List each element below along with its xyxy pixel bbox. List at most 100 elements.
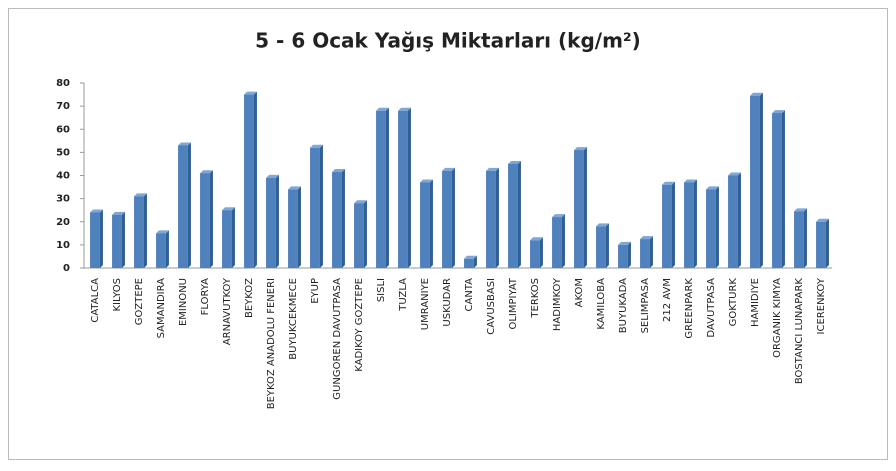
bar-top	[530, 237, 543, 241]
bar-top	[222, 207, 235, 211]
bar	[530, 240, 540, 268]
bar	[640, 239, 650, 268]
bar-side	[231, 207, 235, 268]
bar	[376, 110, 386, 268]
bar-side	[253, 91, 257, 268]
bar-top	[442, 167, 455, 171]
bar-side	[187, 142, 191, 268]
bar-top	[706, 186, 719, 190]
bar-side	[143, 193, 147, 268]
bar-top	[508, 160, 521, 164]
x-tick-label: EMINONU	[178, 278, 189, 326]
x-tick-label: GOZTEPE	[134, 278, 145, 325]
y-tick-label: 30	[56, 194, 70, 205]
bar	[156, 233, 166, 268]
x-tick-label: BEYKOZ	[244, 278, 255, 318]
bar	[266, 177, 276, 268]
x-tick-label: KILYOS	[112, 278, 123, 312]
bar	[794, 211, 804, 268]
bar-top	[288, 186, 301, 190]
x-tick-label: HAMIDIYE	[750, 278, 761, 327]
bar-side	[649, 236, 653, 268]
x-tick-label: TUZLA	[398, 278, 409, 312]
x-tick-label: KADIKOY GOZTEPE	[354, 278, 365, 372]
bar-top	[376, 107, 389, 111]
bar-top	[728, 172, 741, 176]
x-tick-label: USKUDAR	[442, 278, 453, 327]
bar-top	[574, 147, 587, 151]
bar	[288, 189, 298, 268]
bar-top	[750, 92, 763, 96]
y-tick-label: 40	[56, 171, 70, 182]
bar-side	[517, 160, 521, 268]
bar-side	[671, 181, 675, 268]
bar	[244, 94, 254, 268]
bar-top	[90, 209, 103, 213]
y-tick-label: 60	[56, 124, 70, 135]
bar-top	[552, 214, 565, 218]
bar	[618, 244, 628, 268]
bar-side	[297, 186, 301, 268]
bar	[354, 203, 364, 268]
bar-top	[662, 181, 675, 185]
bar	[750, 95, 760, 268]
bar-side	[209, 170, 213, 268]
bar	[200, 173, 210, 268]
bar	[332, 172, 342, 268]
bar-top	[178, 142, 191, 146]
bar-side	[759, 92, 763, 268]
bar-top	[200, 170, 213, 174]
x-tick-label: BUYUKADA	[618, 278, 629, 333]
bar	[442, 170, 452, 268]
bar-top	[640, 236, 653, 240]
x-tick-label: DAVUTPASA	[706, 278, 717, 338]
bar-top	[244, 91, 257, 95]
x-tick-label: OLIMPIYAT	[508, 277, 519, 329]
bar	[222, 210, 232, 268]
bar-side	[605, 223, 609, 268]
bar-side	[715, 186, 719, 268]
x-tick-label: GUNGOREN DAVUTPASA	[332, 278, 343, 400]
bar-side	[341, 169, 345, 268]
bar-side	[319, 144, 323, 268]
bar-side	[407, 107, 411, 268]
bar-top	[310, 144, 323, 148]
x-tick-label: GREENPARK	[684, 278, 695, 339]
x-tick-label: BOSTANCI LUNAPARK	[794, 278, 805, 385]
x-tick-label: AKOM	[574, 278, 585, 307]
bar	[772, 113, 782, 268]
bar-top	[596, 223, 609, 227]
bar	[662, 184, 672, 268]
bar	[420, 182, 430, 268]
bar-side	[539, 237, 543, 268]
x-tick-label: SELIMPASA	[640, 278, 651, 334]
bar-top	[156, 230, 169, 234]
bar-side	[561, 214, 565, 268]
x-tick-label: BUYUKCEKMECE	[288, 278, 299, 360]
x-tick-label: ORGANIK KIMYA	[772, 278, 783, 358]
x-tick-label: BEYKOZ ANADOLU FENERI	[266, 278, 277, 409]
bar-top	[464, 255, 477, 259]
bar-side	[451, 167, 455, 268]
x-tick-label: EYUP	[310, 278, 321, 304]
bar-side	[737, 172, 741, 268]
y-tick-label: 70	[56, 101, 70, 112]
y-tick-label: 80	[56, 78, 70, 89]
bar	[706, 189, 716, 268]
bar-side	[385, 107, 389, 268]
bar	[134, 196, 144, 268]
bar-top	[266, 174, 279, 178]
bar-side	[781, 110, 785, 268]
x-tick-label: GOKTURK	[728, 278, 739, 327]
x-tick-label: CANTA	[464, 278, 475, 312]
bar-side	[275, 174, 279, 268]
bar-side	[429, 179, 433, 268]
x-tick-label: TERKOS	[530, 278, 541, 319]
bar-top	[486, 167, 499, 171]
bar	[178, 145, 188, 268]
bar	[508, 163, 518, 268]
x-tick-label: UMRANIYE	[420, 278, 431, 330]
bar-top	[618, 241, 631, 245]
y-tick-label: 10	[56, 240, 70, 251]
